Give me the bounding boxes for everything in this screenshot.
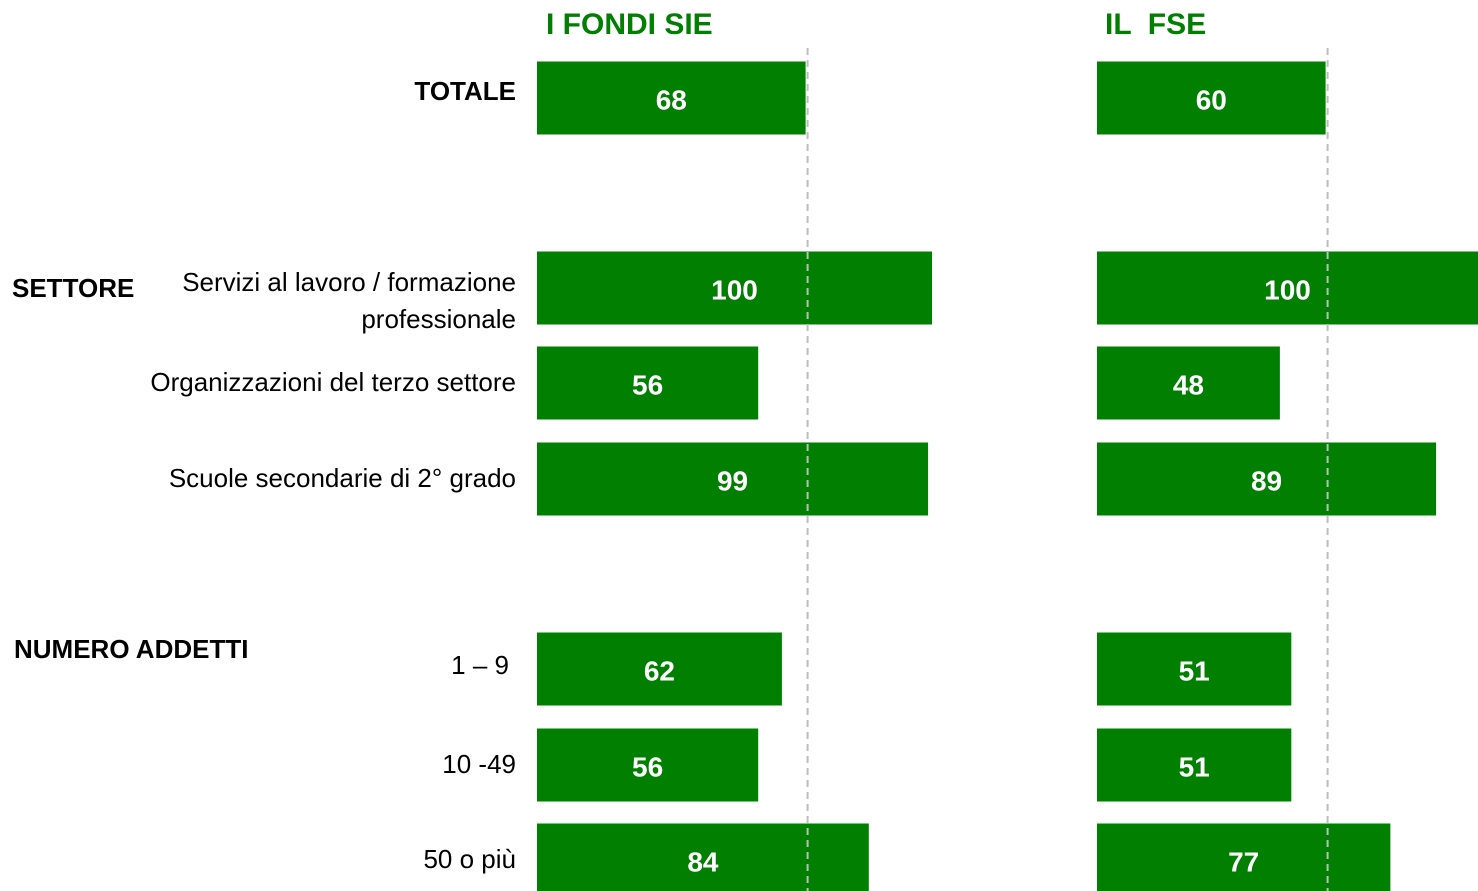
value-label: 51 (1178, 751, 1210, 783)
group-label: SETTORE (12, 273, 135, 303)
category-label: TOTALE (414, 76, 516, 106)
bar (537, 61, 806, 135)
category-label: 50 o più (423, 844, 516, 874)
value-label: 100 (1264, 274, 1311, 306)
bar (1097, 346, 1280, 420)
category-label: Scuole secondarie di 2° grado (168, 463, 516, 493)
category-label: 1 – 9 (451, 650, 509, 680)
category-label: Organizzazioni del terzo settore (150, 367, 516, 397)
value-label: 68 (655, 84, 687, 116)
bar (1097, 251, 1478, 325)
bar (537, 728, 759, 802)
bar (1097, 823, 1391, 891)
value-label: 48 (1172, 369, 1205, 401)
category-label: Servizi al lavoro / formazione professio… (182, 267, 516, 334)
bar (1097, 61, 1326, 135)
bar (1097, 632, 1292, 706)
bar (537, 346, 759, 420)
bar (537, 823, 869, 891)
value-label: 99 (716, 465, 749, 497)
value-label: 89 (1250, 465, 1283, 497)
bar (1097, 728, 1292, 802)
value-label: 56 (632, 369, 664, 401)
panel-title: I FONDI SIE (546, 8, 713, 41)
value-label: 100 (711, 274, 758, 306)
value-label: 56 (632, 751, 664, 783)
panel-title: IL FSE (1105, 8, 1207, 41)
bar (537, 632, 782, 706)
group-label: NUMERO ADDETTI (14, 634, 249, 664)
bar (537, 442, 929, 516)
value-label: 62 (643, 655, 676, 687)
value-label: 51 (1178, 655, 1210, 687)
value-label: 60 (1195, 84, 1227, 116)
category-label: 10 -49 (442, 749, 516, 779)
bar (1097, 442, 1437, 516)
bar (537, 251, 932, 325)
value-label: 77 (1228, 846, 1260, 878)
value-label: 84 (687, 846, 719, 878)
